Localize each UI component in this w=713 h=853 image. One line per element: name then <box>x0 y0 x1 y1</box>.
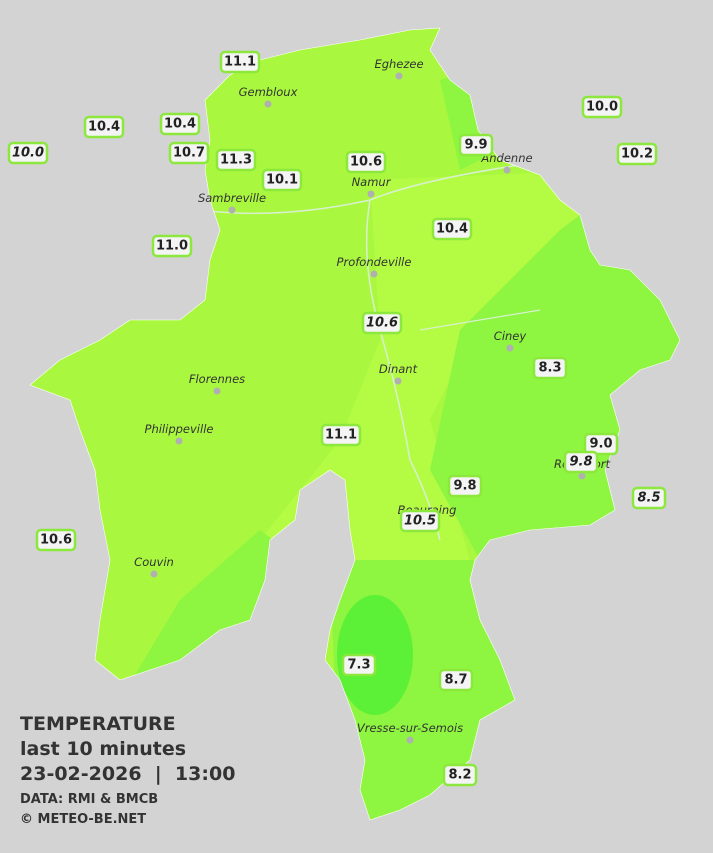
station-reading: 10.2 <box>621 147 653 162</box>
station-box <box>215 148 257 172</box>
town-name: Eghezee <box>374 57 423 71</box>
title: TEMPERATURE <box>20 713 176 735</box>
station-reading: 7.3 <box>347 658 370 673</box>
station-reading: 8.7 <box>444 673 467 688</box>
town-name: Florennes <box>189 372 245 386</box>
station-reading: 11.1 <box>325 428 357 443</box>
station-box <box>219 50 261 74</box>
station-box <box>345 150 387 174</box>
station-reading: 11.1 <box>224 55 256 70</box>
station-box <box>458 133 494 157</box>
town-dot <box>228 206 236 214</box>
station-reading: 10.4 <box>88 120 120 135</box>
station-reading: 8.3 <box>538 361 561 376</box>
station-box <box>341 653 377 677</box>
subtitle: last 10 minutes <box>20 738 186 760</box>
town-name: Gembloux <box>239 85 298 99</box>
town-name: Profondeville <box>337 255 412 269</box>
town-name: Sambreville <box>198 191 266 205</box>
town-name: Namur <box>352 175 392 189</box>
station-reading: 10.4 <box>436 222 468 237</box>
station-box <box>583 432 619 456</box>
timestamp: 23-02-2026 | 13:00 <box>20 763 235 785</box>
town-dot <box>213 387 221 395</box>
town-name: Dinant <box>379 362 418 376</box>
station-reading: 10.0 <box>586 100 618 115</box>
credit: DATA: RMI & BMCB <box>20 792 158 807</box>
station-box <box>7 141 49 165</box>
station-reading: 9.8 <box>453 479 476 494</box>
station-reading: 10.0 <box>12 146 44 161</box>
town-dot <box>395 72 403 80</box>
credit: © METEO-BE.NET <box>20 812 146 827</box>
station-reading: 8.5 <box>637 491 660 506</box>
station-reading: 11.0 <box>156 239 188 254</box>
station-reading: 10.6 <box>350 155 382 170</box>
town-name: Andenne <box>480 151 532 165</box>
station-box <box>447 474 483 498</box>
town-dot <box>506 344 514 352</box>
town-dot <box>370 270 378 278</box>
town-dot <box>394 377 402 385</box>
station-reading: 11.3 <box>220 153 252 168</box>
station-box <box>151 234 193 258</box>
station-box <box>616 142 658 166</box>
station-reading: 10.6 <box>366 316 398 331</box>
station-box <box>563 450 599 474</box>
station-reading: 10.7 <box>173 146 205 161</box>
town-dot <box>367 190 375 198</box>
station-box <box>168 141 210 165</box>
town-name: Vresse-sur-Semois <box>357 721 463 735</box>
station-box <box>35 528 77 552</box>
town-dot <box>150 570 158 578</box>
station-box <box>431 217 473 241</box>
station-reading: 10.6 <box>40 533 72 548</box>
station-reading: 10.1 <box>266 173 298 188</box>
town-name: Ciney <box>494 329 527 343</box>
station-reading: 9.0 <box>589 437 612 452</box>
town-name: Philippeville <box>145 422 214 436</box>
station-box <box>442 763 478 787</box>
town-name: Couvin <box>134 555 174 569</box>
station-box <box>532 356 568 380</box>
town-dot <box>503 166 511 174</box>
station-box <box>361 311 403 335</box>
station-reading: 10.5 <box>404 514 436 529</box>
town-dot <box>175 437 183 445</box>
station-box <box>261 168 303 192</box>
station-reading: 8.2 <box>448 768 471 783</box>
station-box <box>159 112 201 136</box>
town-dot <box>264 100 272 108</box>
station-box <box>83 115 125 139</box>
station-box <box>320 423 362 447</box>
station-reading: 9.8 <box>569 455 592 470</box>
station-box <box>631 486 667 510</box>
town-dot <box>578 472 586 480</box>
station-box <box>581 95 623 119</box>
station-box <box>399 509 441 533</box>
station-box <box>438 668 474 692</box>
town-dot <box>406 736 414 744</box>
station-reading: 10.4 <box>164 117 196 132</box>
station-reading: 9.9 <box>464 138 487 153</box>
